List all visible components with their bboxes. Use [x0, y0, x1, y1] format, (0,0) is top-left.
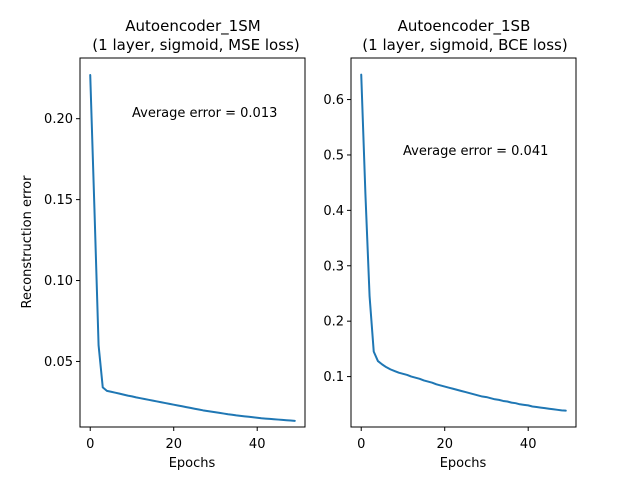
subplot-1-y-axis-label: Reconstruction error: [20, 175, 35, 309]
subplot-2-x-tick-label-20: 20: [436, 437, 453, 452]
subplot-1-series-group: [89, 73, 296, 422]
subplot-1-axes-frame: [79, 57, 306, 428]
subplot-2-x-tick-label-40: 40: [520, 437, 537, 452]
subplot-1-average-error-annotation: Average error = 0.013: [132, 106, 277, 121]
subplot-2-title-line-1: Autoencoder_1SB: [398, 17, 531, 36]
subplot-2-series-group: [360, 73, 567, 412]
subplot-2-series-line-1: [360, 73, 567, 412]
subplot-2-title-line-2: (1 layer, sigmoid, BCE loss): [362, 36, 567, 54]
subplot-1: Autoencoder_1SM (1 layer, sigmoid, MSE l…: [20, 17, 306, 471]
subplot-1-title-line-2: (1 layer, sigmoid, MSE loss): [92, 36, 299, 54]
subplot-1-x-tick-label-20: 20: [165, 437, 182, 452]
subplot-2-axes-frame: [350, 57, 577, 428]
subplot-2-y-tick-label-0.5: 0.5: [323, 148, 344, 163]
subplot-1-title-line-1: Autoencoder_1SM: [125, 17, 260, 36]
subplot-2-y-ticks: 0.1 0.2 0.3 0.4 0.5 0.6: [323, 93, 351, 385]
subplot-1-x-tick-label-0: 0: [86, 437, 94, 452]
subplot-1-y-tick-label-0.15: 0.15: [44, 193, 73, 208]
subplot-1-y-ticks: 0.05 0.10 0.15 0.20: [44, 112, 80, 370]
subplot-2-y-tick-label-0.3: 0.3: [323, 259, 344, 274]
subplot-2-y-tick-label-0.2: 0.2: [323, 315, 344, 330]
subplot-2-y-tick-label-0.1: 0.1: [323, 370, 344, 385]
subplot-1-series-line-1: [89, 73, 296, 422]
subplot-2-x-axis-label: Epochs: [440, 456, 487, 471]
subplot-1-y-tick-label-0.10: 0.10: [44, 274, 73, 289]
subplot-1-y-tick-label-0.05: 0.05: [44, 355, 73, 370]
subplot-1-x-tick-label-40: 40: [249, 437, 266, 452]
subplot-1-y-tick-label-0.20: 0.20: [44, 112, 73, 127]
subplot-2-x-tick-label-0: 0: [357, 437, 365, 452]
subplot-2: Autoencoder_1SB (1 layer, sigmoid, BCE l…: [323, 17, 577, 471]
subplot-2-x-ticks: 0 20 40: [357, 427, 536, 452]
subplot-2-y-tick-label-0.6: 0.6: [323, 93, 344, 108]
subplot-1-x-axis-label: Epochs: [169, 456, 216, 471]
subplot-2-average-error-annotation: Average error = 0.041: [403, 144, 548, 159]
subplot-2-y-tick-label-0.4: 0.4: [323, 204, 344, 219]
subplot-1-x-ticks: 0 20 40: [86, 427, 265, 452]
